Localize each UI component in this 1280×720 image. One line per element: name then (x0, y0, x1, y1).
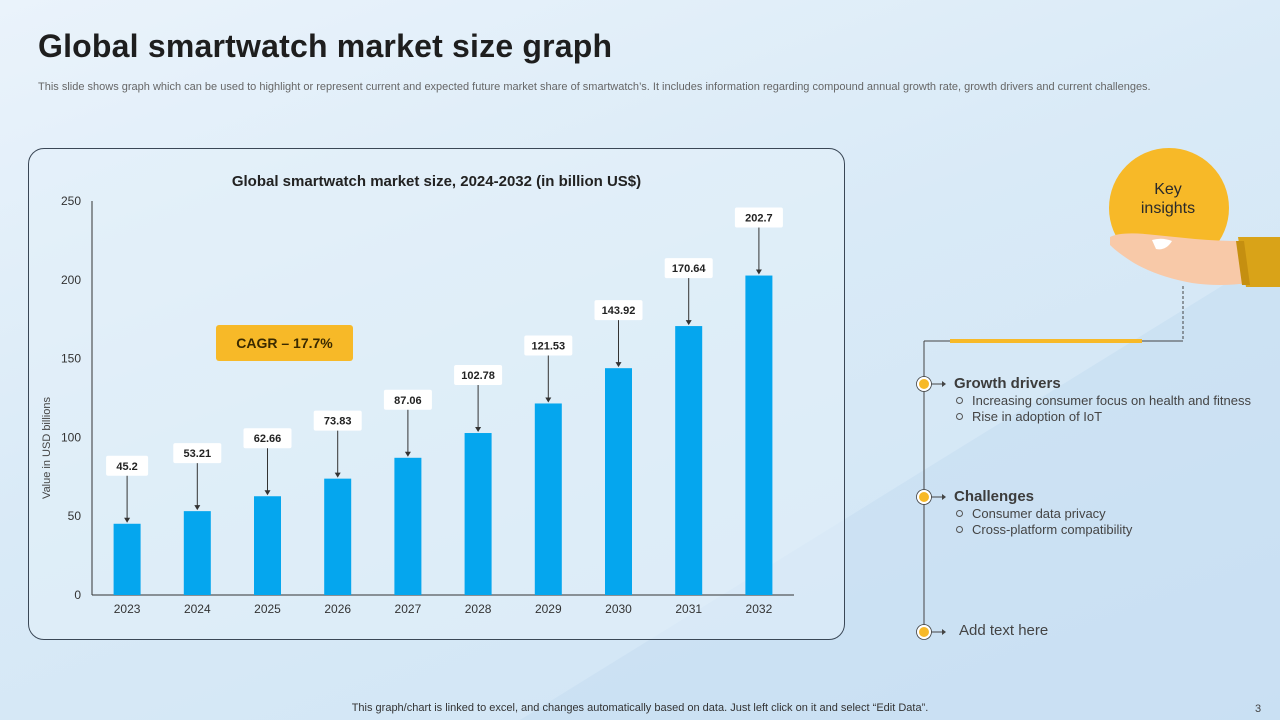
arrow-head (615, 362, 622, 368)
x-tick-label: 2024 (184, 602, 211, 616)
y-tick-label: 0 (74, 588, 81, 602)
bar (534, 403, 562, 595)
bullet-ring-icon (956, 510, 963, 517)
chart-panel[interactable]: Global smartwatch market size, 2024-2032… (28, 148, 845, 640)
bar (324, 478, 352, 595)
data-label-box (383, 389, 432, 410)
x-tick-label: 2026 (324, 602, 351, 616)
data-label-box (106, 455, 149, 476)
arrow-head (545, 397, 552, 403)
x-tick-label: 2028 (465, 602, 492, 616)
footer-note: This graph/chart is linked to excel, and… (351, 702, 929, 714)
y-tick-label: 50 (68, 509, 82, 523)
data-label: 73.83 (324, 416, 352, 428)
x-tick-label: 2031 (675, 602, 702, 616)
page-title: Global smartwatch market size graph (38, 28, 613, 64)
arrow-head (124, 517, 131, 523)
bar (254, 496, 281, 595)
data-label: 45.2 (116, 461, 137, 473)
bullet-ring-icon (956, 397, 963, 404)
data-label: 62.66 (254, 433, 282, 445)
data-label-box (454, 365, 503, 386)
page-description: This slide shows graph which can be used… (38, 81, 1151, 93)
growth-drivers-title: Growth drivers (954, 375, 1061, 392)
growth-driver-item: Increasing consumer focus on health and … (956, 393, 1251, 408)
challenges-marker (916, 489, 946, 505)
data-label-box (594, 300, 643, 321)
bullet-ring-icon (956, 526, 963, 533)
data-label-box (664, 258, 713, 279)
bar-chart[interactable]: 0 50 100 150 200 250 Value in USD billions 2023… (29, 149, 844, 639)
data-label-box (173, 443, 222, 464)
y-tick-label: 200 (61, 273, 81, 287)
x-tick-label: 2023 (114, 602, 141, 616)
data-label-box (243, 428, 292, 449)
x-tick-label: 2030 (605, 602, 632, 616)
data-label: 170.64 (672, 263, 707, 275)
bar (745, 275, 773, 595)
challenge-item: Consumer data privacy (956, 506, 1106, 521)
bar (113, 523, 141, 595)
bar (605, 368, 632, 595)
cagr-badge: CAGR – 17.7% (216, 325, 353, 361)
arrow-head (264, 490, 271, 496)
x-tick-label: 2027 (395, 602, 422, 616)
challenges-title: Challenges (954, 488, 1035, 505)
data-label-box (313, 410, 362, 431)
add-text-marker (916, 624, 946, 640)
x-tick-label: 2025 (254, 602, 281, 616)
bar (183, 511, 211, 595)
page-number: 3 (1255, 703, 1262, 715)
data-label: 53.21 (184, 448, 212, 460)
growth-drivers-marker (916, 376, 946, 392)
add-text-placeholder[interactable]: Add text here (959, 622, 1049, 639)
y-axis-label: Value in USD billions (41, 397, 53, 499)
arrow-head (685, 320, 692, 326)
arrow-head (755, 269, 762, 275)
data-label: 102.78 (461, 370, 495, 382)
data-label: 121.53 (531, 340, 565, 352)
key-insights-label: Key insights (1140, 181, 1196, 217)
challenge-item: Cross-platform compatibility (956, 522, 1132, 537)
y-tick-label: 150 (61, 352, 81, 366)
hand-holding-coin-icon (1109, 148, 1280, 287)
arrow-head (475, 427, 482, 433)
data-label-box (524, 335, 573, 356)
bullet-ring-icon (956, 413, 963, 420)
x-tick-label: 2032 (746, 602, 773, 616)
chart-title: Global smartwatch market size, 2024-2032… (231, 173, 642, 190)
bar (394, 457, 422, 595)
growth-driver-item: Rise in adoption of IoT (956, 409, 1102, 424)
data-label: 87.06 (394, 395, 422, 407)
y-tick-label: 100 (61, 430, 81, 444)
arrow-head (334, 472, 341, 478)
bar (675, 326, 703, 595)
x-tick-label: 2029 (535, 602, 562, 616)
data-label: 143.92 (602, 305, 636, 317)
arrow-head (194, 505, 201, 511)
data-label: 202.7 (745, 213, 773, 225)
y-tick-label: 250 (61, 194, 81, 208)
bar (464, 433, 492, 595)
arrow-head (404, 451, 411, 457)
data-label-box (734, 207, 783, 228)
